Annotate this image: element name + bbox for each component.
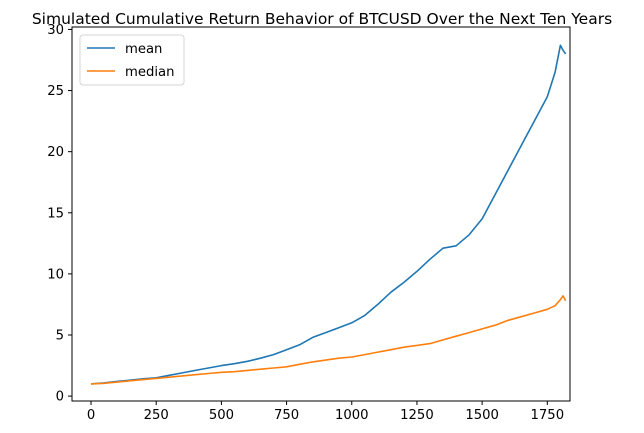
x-tick-label: 250: [144, 408, 169, 423]
y-tick-label: 20: [47, 145, 64, 160]
x-tick-label: 1000: [335, 408, 369, 423]
x-tick-label: 1750: [531, 408, 565, 423]
y-tick-label: 10: [47, 267, 64, 282]
x-tick-label: 1500: [465, 408, 499, 423]
x-tick-label: 500: [209, 408, 234, 423]
y-tick-label: 0: [56, 390, 64, 405]
y-tick-label: 5: [56, 329, 64, 344]
plot-frame: [71, 26, 571, 402]
x-tick-label: 1250: [400, 408, 434, 423]
chart-title: Simulated Cumulative Return Behavior of …: [32, 10, 612, 28]
x-tick-label: 0: [87, 408, 95, 423]
y-tick-label: 25: [47, 84, 64, 99]
legend-label-median: median: [125, 65, 174, 80]
y-tick-label: 30: [47, 23, 64, 38]
series-layer: [90, 44, 567, 385]
plot-area: [72, 27, 570, 401]
legend-label-mean: mean: [125, 42, 162, 57]
series-line-mean: [90, 44, 567, 385]
legend: mean median: [79, 34, 185, 86]
series-line-median: [90, 295, 567, 385]
axes-layer: 0 250 500 750 1000 1250 1500 1750 0 5 10 15 20 25 30: [47, 23, 564, 423]
x-tick-label: 750: [274, 408, 299, 423]
y-tick-label: 15: [47, 206, 64, 221]
